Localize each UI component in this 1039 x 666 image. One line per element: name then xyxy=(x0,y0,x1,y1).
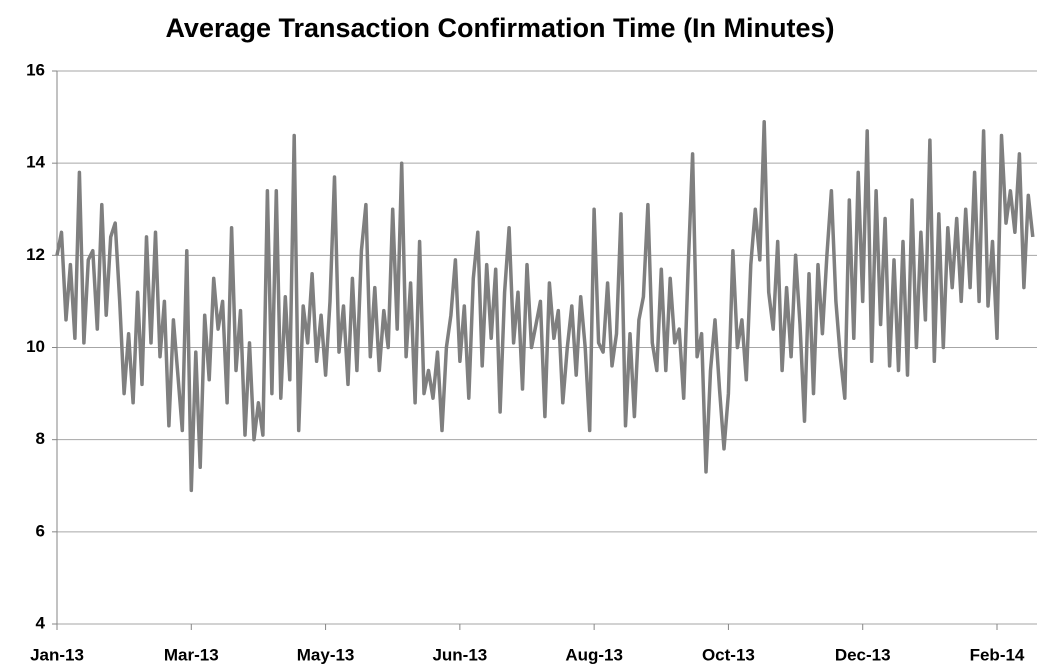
y-tick-label: 14 xyxy=(26,153,45,172)
x-tick-label: Oct-13 xyxy=(702,645,755,664)
x-tick-label: May-13 xyxy=(297,645,355,664)
x-tick-label: Feb-14 xyxy=(970,645,1025,664)
y-tick-label: 16 xyxy=(26,60,45,79)
data-line xyxy=(55,119,1035,493)
x-tick-label: Jan-13 xyxy=(30,645,84,664)
x-tick-label: Dec-13 xyxy=(835,645,891,664)
x-tick-label: Aug-13 xyxy=(565,645,623,664)
chart-title: Average Transaction Confirmation Time (I… xyxy=(165,13,834,43)
y-tick-label: 4 xyxy=(36,613,46,632)
y-tick-label: 6 xyxy=(36,521,45,540)
y-tick-label: 8 xyxy=(36,429,45,448)
y-tick-label: 10 xyxy=(26,337,45,356)
x-tick-label: Jun-13 xyxy=(432,645,487,664)
x-tick-label: Mar-13 xyxy=(164,645,219,664)
y-tick-label: 12 xyxy=(26,245,45,264)
